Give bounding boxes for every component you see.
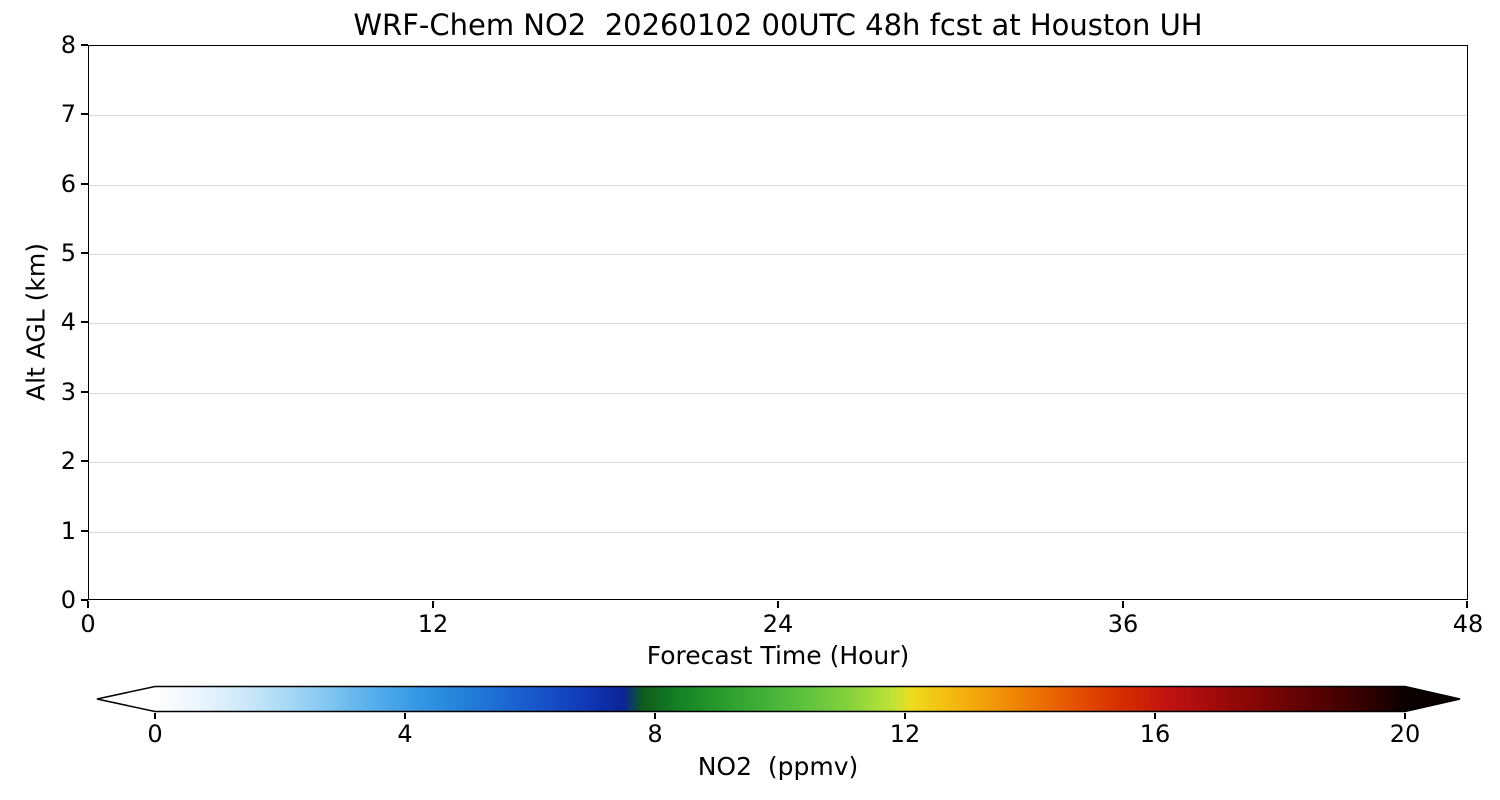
plot-area: [88, 45, 1468, 600]
gridline-6km: [89, 185, 1467, 186]
y-tick-label-1: 1: [60, 517, 76, 545]
y-tick-label-3: 3: [60, 378, 76, 406]
cb-tickmark-0: [154, 713, 156, 719]
cb-tick-label-8: 8: [647, 720, 663, 748]
y-tick-label-2: 2: [60, 447, 76, 475]
y-tickmark-8: [81, 44, 88, 46]
cb-tickmark-4: [404, 713, 406, 719]
cb-tick-label-0: 0: [147, 720, 163, 748]
x-tickmark-48: [1466, 601, 1468, 608]
y-tickmark-3: [81, 391, 88, 393]
x-tickmark-36: [1122, 601, 1124, 608]
y-tickmark-6: [81, 183, 88, 185]
cb-tick-label-4: 4: [397, 720, 413, 748]
gridline-4km: [89, 323, 1467, 324]
colorbar: [96, 685, 1461, 713]
y-axis-label: Alt AGL (km): [21, 242, 51, 402]
colorbar-bar: [96, 685, 1461, 713]
x-tick-label-24: 24: [762, 610, 794, 638]
y-tick-label-8: 8: [60, 31, 76, 59]
y-tickmark-4: [81, 321, 88, 323]
gridline-1km: [89, 532, 1467, 533]
cb-tick-label-16: 16: [1139, 720, 1171, 748]
y-tick-label-0: 0: [60, 586, 76, 614]
y-tickmark-1: [81, 530, 88, 532]
y-tick-label-7: 7: [60, 100, 76, 128]
x-tickmark-0: [87, 601, 89, 608]
gridline-7km: [89, 115, 1467, 116]
y-tickmark-0: [81, 599, 88, 601]
y-tickmark-7: [81, 113, 88, 115]
x-axis-label: Forecast Time (Hour): [646, 641, 910, 670]
y-tickmark-5: [81, 252, 88, 254]
cb-tickmark-12: [904, 713, 906, 719]
gridline-2km: [89, 462, 1467, 463]
colorbar-label: NO2 (ppmv): [697, 752, 859, 781]
cb-tick-label-20: 20: [1389, 720, 1421, 748]
cb-tickmark-16: [1154, 713, 1156, 719]
gridline-5km: [89, 254, 1467, 255]
x-tick-label-12: 12: [417, 610, 449, 638]
y-tickmark-2: [81, 460, 88, 462]
cb-tick-label-12: 12: [889, 720, 921, 748]
chart-title: WRF-Chem NO2 20260102 00UTC 48h fcst at …: [353, 8, 1203, 42]
gridline-3km: [89, 393, 1467, 394]
x-tick-label-48: 48: [1452, 610, 1484, 638]
x-tick-label-0: 0: [80, 610, 96, 638]
cb-tickmark-8: [654, 713, 656, 719]
x-tickmark-24: [777, 601, 779, 608]
y-tick-label-6: 6: [60, 170, 76, 198]
y-tick-label-4: 4: [60, 308, 76, 336]
y-tick-label-5: 5: [60, 239, 76, 267]
cb-tickmark-20: [1404, 713, 1406, 719]
x-tickmark-12: [432, 601, 434, 608]
x-tick-label-36: 36: [1107, 610, 1139, 638]
